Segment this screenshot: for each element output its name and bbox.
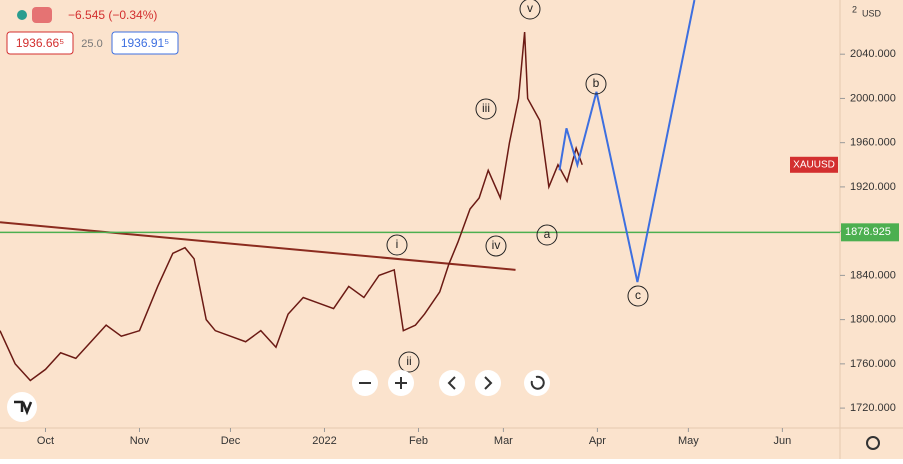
y-tick-label: 1760.000 <box>850 358 896 370</box>
x-tick-label: 2022 <box>312 435 336 447</box>
wave-label-circle <box>485 235 507 257</box>
ask-price[interactable]: 1936.91⁵ <box>121 36 169 50</box>
wave-label-circle <box>398 351 420 373</box>
wave-label-circle <box>627 285 649 307</box>
y-tick-label: 1840.000 <box>850 269 896 281</box>
x-tick-label: Mar <box>494 435 513 447</box>
wave-label: a <box>544 227 551 241</box>
hline-label: 1878.925 <box>845 226 891 238</box>
x-tick-label: May <box>678 435 699 447</box>
wave-label-circle <box>536 224 558 246</box>
icon <box>447 376 456 390</box>
x-tick-label: Feb <box>409 435 428 447</box>
wave-label-circle <box>585 73 607 95</box>
price-line <box>558 0 696 283</box>
price-label-box <box>841 223 899 242</box>
x-tick-label: Apr <box>589 435 606 447</box>
y-tick-label: 1800.000 <box>850 314 896 326</box>
y-tick-label: 2000.000 <box>850 92 896 104</box>
y-tick-label: 1720.000 <box>850 402 896 414</box>
icon <box>395 377 407 389</box>
x-tick-label: Dec <box>221 435 241 447</box>
wave-label: c <box>635 288 641 302</box>
icon <box>14 400 33 416</box>
scroll-right-button[interactable] <box>475 370 501 396</box>
wave-label-circle <box>386 234 408 256</box>
scale-note: 2 <box>852 4 857 14</box>
price-line <box>0 32 583 382</box>
symbol-box <box>790 156 838 173</box>
settings-button[interactable] <box>866 436 880 450</box>
trendline <box>0 221 516 271</box>
y-tick-label: 1920.000 <box>850 181 896 193</box>
x-tick-label: Nov <box>130 435 150 447</box>
menu-icon[interactable] <box>32 7 52 23</box>
scroll-left-button[interactable] <box>439 370 465 396</box>
wave-label: iv <box>492 238 501 252</box>
wave-label: iii <box>482 101 490 115</box>
bid-price[interactable]: 1936.66⁵ <box>16 36 64 50</box>
y-tick-label: 1960.000 <box>850 137 896 149</box>
ask-box[interactable] <box>111 31 179 55</box>
icon <box>484 376 493 390</box>
spread: 25.0 <box>81 38 102 50</box>
bid-box[interactable] <box>6 31 74 55</box>
wave-label-circle <box>519 0 541 20</box>
price-change: −6.545 (−0.34%) <box>68 8 157 22</box>
x-tick-label: Oct <box>37 435 54 447</box>
symbol-label: XAUUSD <box>793 159 835 170</box>
wave-label: v <box>527 1 533 15</box>
currency[interactable]: USD <box>862 8 882 18</box>
status-icon[interactable] <box>17 10 27 20</box>
wave-label: ii <box>406 354 411 368</box>
y-tick-label: 2040.000 <box>850 48 896 60</box>
wave-label: b <box>593 76 600 90</box>
toolbar <box>7 370 880 450</box>
x-tick-label: Jun <box>774 435 792 447</box>
wave-label: i <box>396 237 399 251</box>
icon <box>530 375 545 390</box>
wave-label-circle <box>475 98 497 120</box>
reset-button[interactable] <box>524 370 550 396</box>
